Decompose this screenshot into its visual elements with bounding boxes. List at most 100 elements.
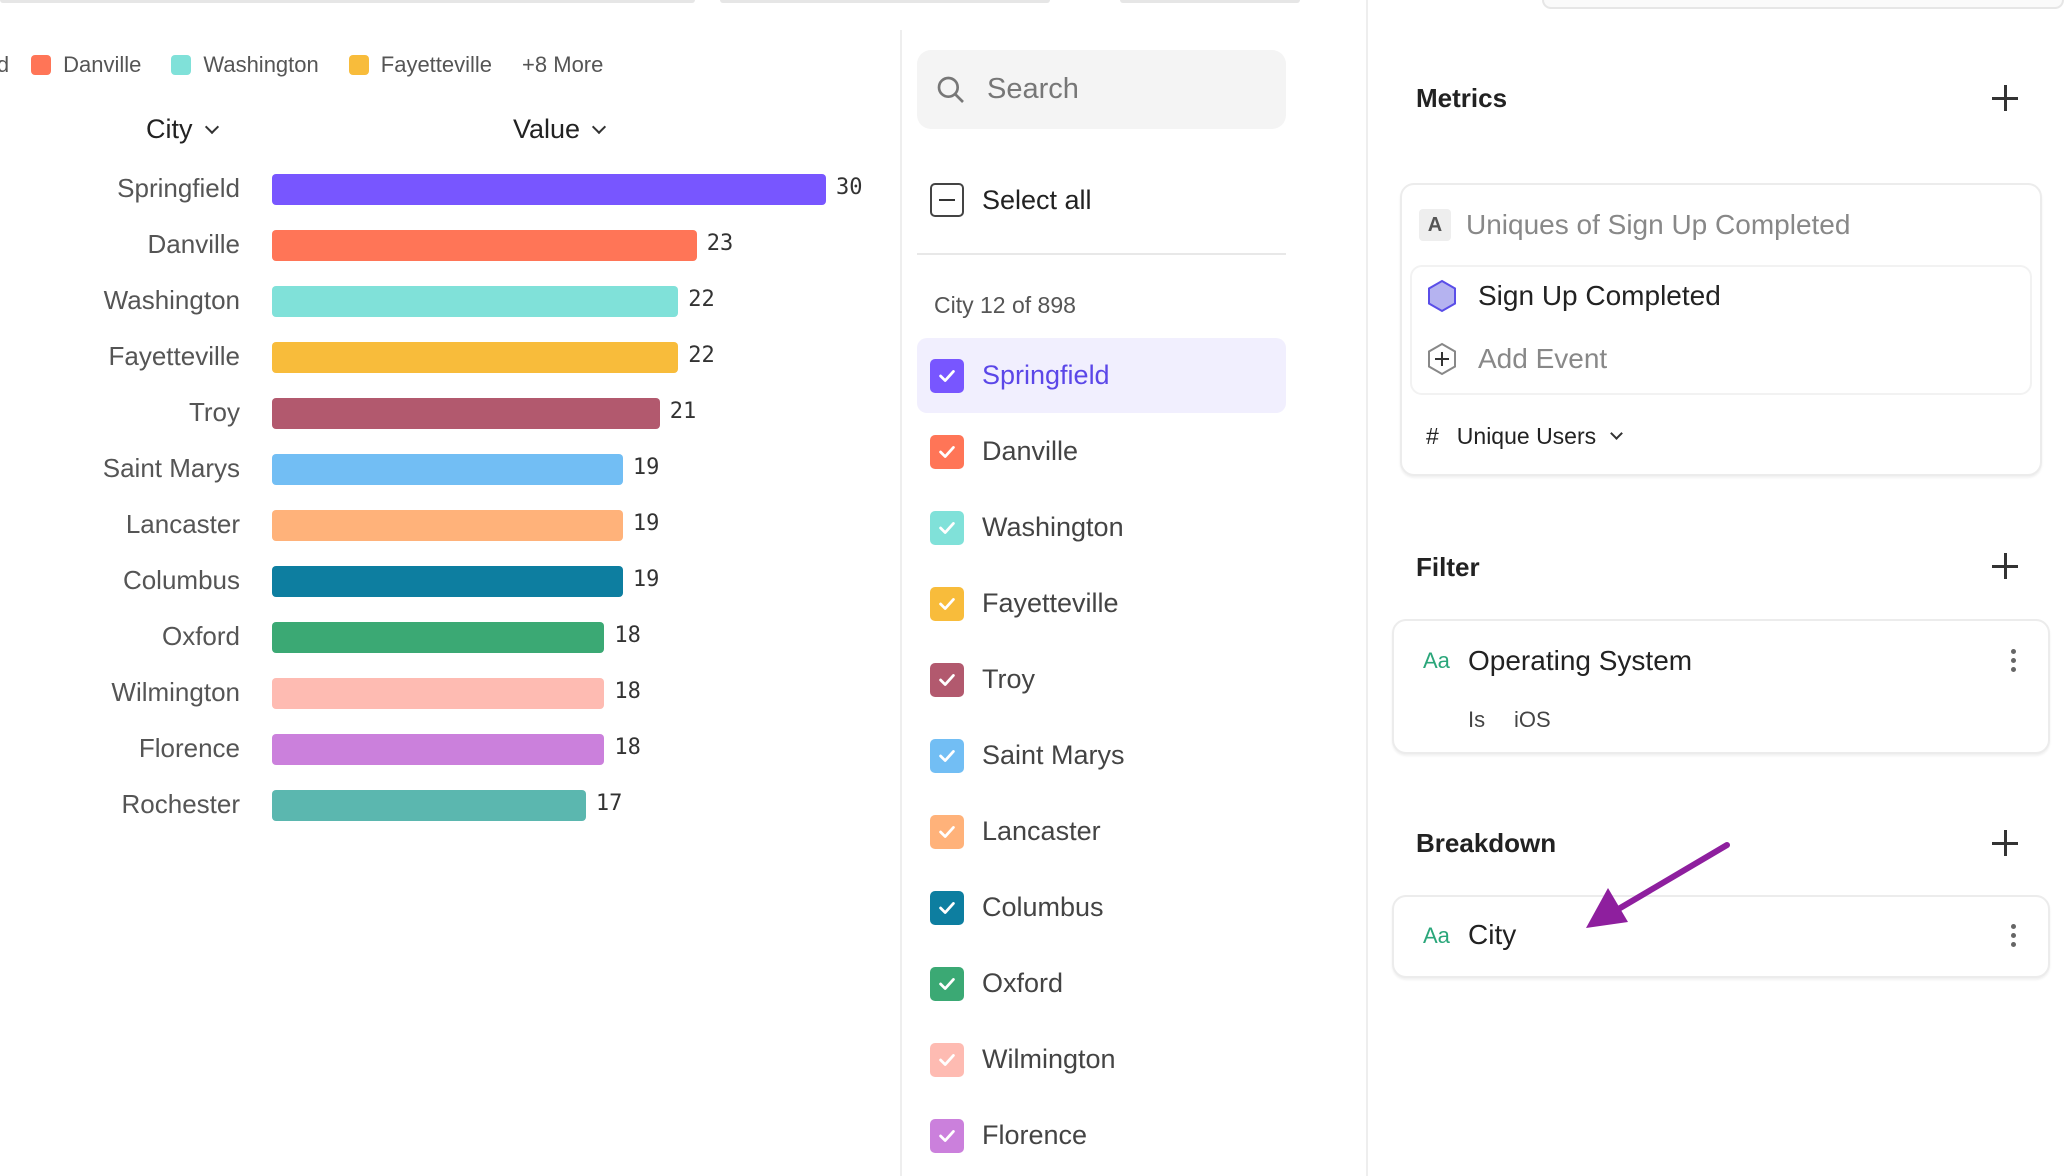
- legend-swatch: [171, 55, 192, 75]
- bar[interactable]: [272, 174, 826, 205]
- row-label: Oxford: [161, 621, 240, 651]
- list-item-label[interactable]: Columbus: [982, 892, 1104, 922]
- bar[interactable]: [272, 566, 623, 597]
- check-icon: [939, 598, 955, 610]
- top-tabs[interactable]: [1542, 0, 2064, 9]
- list-item-label[interactable]: Springfield: [982, 360, 1110, 390]
- bar[interactable]: [272, 510, 623, 541]
- bar[interactable]: [272, 286, 679, 317]
- legend-more-button[interactable]: +8 More: [522, 52, 603, 78]
- row-label: Fayetteville: [108, 341, 241, 371]
- add-filter-plus-icon[interactable]: [1992, 553, 2018, 579]
- select-all-checkbox[interactable]: [930, 183, 964, 217]
- bar-value-label: 18: [614, 735, 641, 760]
- list-item-label[interactable]: Saint Marys: [982, 740, 1125, 770]
- list-item-checkbox[interactable]: [930, 1043, 964, 1077]
- bar[interactable]: [272, 454, 623, 485]
- list-item-checkbox[interactable]: [930, 435, 964, 469]
- bar-value-label: 21: [669, 399, 697, 424]
- bar-value-label: 18: [614, 679, 641, 704]
- add-event-button[interactable]: Add Event: [1478, 343, 1608, 374]
- list-item-checkbox[interactable]: [930, 967, 964, 1001]
- chevron-down-icon: [1610, 427, 1624, 440]
- divider: [917, 253, 1286, 255]
- more-options-icon[interactable]: [2011, 649, 2017, 672]
- legend-swatch: [31, 55, 52, 75]
- legend-more-label: +8 More: [522, 52, 604, 77]
- list-item-checkbox[interactable]: [930, 815, 964, 849]
- select-all-label[interactable]: Select all: [982, 185, 1092, 215]
- breakdown-card[interactable]: Aa City: [1392, 895, 2050, 978]
- bar[interactable]: [272, 398, 660, 429]
- filter-title: Filter: [1416, 552, 1480, 582]
- metric-card[interactable]: A Uniques of Sign Up Completed Sign Up C…: [1400, 183, 2042, 476]
- list-item-label[interactable]: Troy: [982, 664, 1035, 694]
- legend-label: Washington: [203, 52, 319, 77]
- legend-swatch: [348, 55, 369, 75]
- bar[interactable]: [272, 342, 679, 373]
- list-item-checkbox[interactable]: [930, 359, 964, 393]
- more-options-icon[interactable]: [2011, 924, 2017, 947]
- add-breakdown-plus-icon[interactable]: [1992, 830, 2018, 856]
- row-label: Lancaster: [125, 509, 240, 539]
- search-placeholder: Search: [987, 73, 1079, 105]
- list-item-highlight[interactable]: [917, 338, 1286, 413]
- metric-badge: A: [1419, 209, 1451, 241]
- filter-value[interactable]: iOS: [1514, 707, 1551, 732]
- city-header-label: City: [146, 114, 193, 144]
- list-item-label[interactable]: Oxford: [982, 968, 1064, 998]
- check-icon: [939, 370, 955, 382]
- list-item-checkbox[interactable]: [930, 1119, 964, 1153]
- check-icon: [939, 826, 955, 838]
- list-item-checkbox[interactable]: [930, 739, 964, 773]
- bar[interactable]: [272, 790, 586, 821]
- legend-item-springfield-partial[interactable]: ld: [0, 52, 10, 77]
- bar[interactable]: [272, 230, 697, 261]
- check-icon: [939, 446, 955, 458]
- filter-property[interactable]: Operating System: [1468, 645, 1693, 676]
- value-column-header[interactable]: Value: [513, 114, 607, 145]
- metric-name[interactable]: Uniques of Sign Up Completed: [1466, 209, 1851, 240]
- metrics-title: Metrics: [1416, 83, 1508, 113]
- add-event-icon: [1428, 342, 1456, 376]
- legend-item[interactable]: Danville: [31, 52, 141, 78]
- filter-operator[interactable]: Is: [1468, 707, 1486, 732]
- list-item-checkbox[interactable]: [930, 511, 964, 545]
- row-label: Springfield: [117, 173, 240, 203]
- count-label: City 12 of 898: [934, 292, 1076, 318]
- list-item-checkbox[interactable]: [930, 663, 964, 697]
- check-icon: [939, 902, 955, 914]
- search-input[interactable]: Search: [917, 50, 1286, 129]
- add-metric-plus-icon[interactable]: [1992, 85, 2018, 111]
- list-item-label[interactable]: Fayetteville: [982, 588, 1119, 618]
- hash-icon: #: [1426, 423, 1439, 449]
- list-item-label[interactable]: Florence: [982, 1120, 1088, 1150]
- check-icon: [939, 978, 955, 990]
- list-item-label[interactable]: Danville: [982, 436, 1079, 466]
- list-item-checkbox[interactable]: [930, 891, 964, 925]
- bar[interactable]: [272, 622, 605, 653]
- chevron-down-icon: [591, 119, 607, 134]
- bar[interactable]: [272, 678, 605, 709]
- bar-value-label: 30: [836, 175, 863, 200]
- bar[interactable]: [272, 734, 605, 765]
- minus-icon: [939, 198, 955, 202]
- breakdown-property[interactable]: City: [1468, 919, 1517, 950]
- list-item-checkbox[interactable]: [930, 587, 964, 621]
- check-icon: [939, 1054, 955, 1066]
- bar-value-label: 18: [614, 623, 641, 648]
- list-item-label[interactable]: Wilmington: [982, 1044, 1116, 1074]
- row-label: Troy: [188, 397, 240, 427]
- list-item-label[interactable]: Lancaster: [982, 816, 1101, 846]
- legend-item[interactable]: Washington: [171, 52, 319, 78]
- event-name[interactable]: Sign Up Completed: [1478, 280, 1721, 311]
- bar-value-label: 22: [688, 343, 715, 368]
- filter-card[interactable]: Aa Operating System Is iOS: [1392, 619, 2050, 754]
- city-column-header[interactable]: City: [146, 114, 219, 145]
- measure-dropdown[interactable]: # Unique Users: [1426, 423, 1624, 450]
- list-item-label[interactable]: Washington: [982, 512, 1124, 542]
- bar-value-label: 19: [632, 511, 660, 536]
- row-label: Saint Marys: [102, 453, 240, 483]
- search-icon: [937, 76, 964, 103]
- legend-item[interactable]: Fayetteville: [348, 52, 492, 78]
